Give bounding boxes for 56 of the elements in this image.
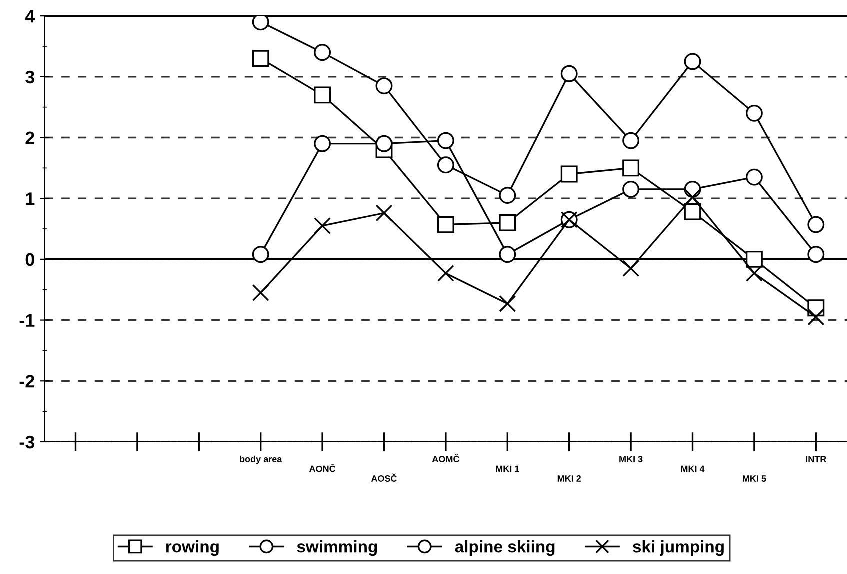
x-tick-label: AONČ <box>309 464 336 472</box>
y-tick-label: 1 <box>26 192 35 206</box>
x-tick-label: body area <box>240 456 282 464</box>
point <box>560 166 578 183</box>
point <box>560 65 578 82</box>
point <box>376 204 393 222</box>
point <box>746 104 763 122</box>
point <box>314 218 332 234</box>
point <box>252 50 270 68</box>
point <box>622 260 640 278</box>
y-tick-label: -3 <box>20 436 35 449</box>
point <box>499 214 516 232</box>
point <box>746 168 763 186</box>
x-tick-label: MKI 2 <box>558 476 582 482</box>
point <box>746 264 763 282</box>
point <box>437 156 454 174</box>
point <box>808 308 825 326</box>
point <box>314 135 332 152</box>
point <box>622 160 640 177</box>
point <box>437 216 454 234</box>
point <box>622 181 640 198</box>
y-tick-label: 0 <box>26 253 34 266</box>
x-tick-label: AOMČ <box>432 454 460 462</box>
y-tick-label: 4 <box>25 10 36 23</box>
legend-label: alpine skiing <box>455 540 555 556</box>
point <box>499 295 516 312</box>
point <box>622 132 640 150</box>
x-tick-label: MKI 3 <box>620 456 643 463</box>
y-tick-label: 2 <box>26 132 34 144</box>
legend-label: swimming <box>297 540 378 556</box>
x-tick-label: AOSČ <box>371 474 398 482</box>
point <box>376 135 393 152</box>
legend-label: rowing <box>166 540 219 556</box>
point <box>252 16 270 31</box>
point <box>808 216 825 234</box>
x-tick-label: MKI 4 <box>681 466 705 472</box>
point <box>437 132 454 150</box>
point <box>252 246 270 264</box>
legend-label: ski jumping <box>633 540 724 556</box>
point <box>499 246 516 264</box>
point <box>252 284 270 302</box>
point <box>499 187 516 204</box>
point <box>376 78 393 95</box>
point <box>808 246 825 264</box>
point <box>314 86 332 104</box>
x-tick-label: MKI 5 <box>743 476 766 482</box>
point <box>437 264 454 282</box>
x-tick-label: INTR <box>806 456 826 462</box>
x-tick-label: MKI 1 <box>496 466 520 472</box>
point <box>314 44 332 62</box>
y-tick-label: 3 <box>26 70 35 84</box>
point <box>684 53 702 70</box>
point <box>684 204 702 220</box>
y-tick-label: -2 <box>20 375 34 388</box>
point <box>746 250 763 268</box>
y-tick-label: -1 <box>20 314 35 327</box>
